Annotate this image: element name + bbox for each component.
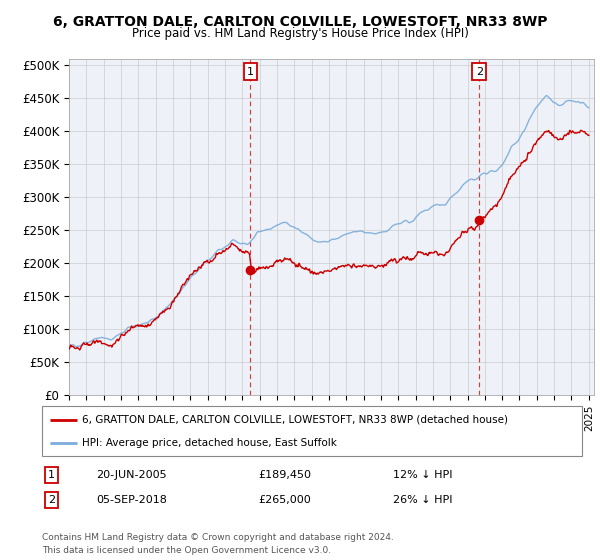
Text: 1: 1 [247, 67, 254, 77]
Text: Price paid vs. HM Land Registry's House Price Index (HPI): Price paid vs. HM Land Registry's House … [131, 27, 469, 40]
Text: 12% ↓ HPI: 12% ↓ HPI [393, 470, 452, 480]
Text: 2: 2 [48, 495, 55, 505]
Text: 6, GRATTON DALE, CARLTON COLVILLE, LOWESTOFT, NR33 8WP: 6, GRATTON DALE, CARLTON COLVILLE, LOWES… [53, 15, 547, 29]
Text: Contains HM Land Registry data © Crown copyright and database right 2024.
This d: Contains HM Land Registry data © Crown c… [42, 533, 394, 554]
Text: 1: 1 [48, 470, 55, 480]
Text: 05-SEP-2018: 05-SEP-2018 [96, 495, 167, 505]
FancyBboxPatch shape [42, 406, 582, 456]
Text: 20-JUN-2005: 20-JUN-2005 [96, 470, 167, 480]
Text: 2: 2 [476, 67, 483, 77]
Text: 6, GRATTON DALE, CARLTON COLVILLE, LOWESTOFT, NR33 8WP (detached house): 6, GRATTON DALE, CARLTON COLVILLE, LOWES… [83, 414, 509, 424]
Text: HPI: Average price, detached house, East Suffolk: HPI: Average price, detached house, East… [83, 438, 337, 448]
Text: £265,000: £265,000 [258, 495, 311, 505]
Text: £189,450: £189,450 [258, 470, 311, 480]
Text: 26% ↓ HPI: 26% ↓ HPI [393, 495, 452, 505]
